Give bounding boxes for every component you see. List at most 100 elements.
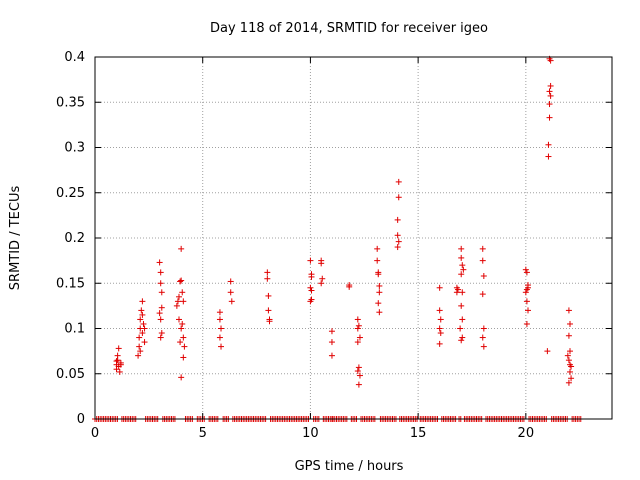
data-point	[216, 334, 223, 341]
y-tick-labels: 0 0.05 0.1 0.15 0.2 0.25 0.3 0.35 0.4	[56, 50, 85, 427]
data-point	[328, 352, 335, 359]
data-point	[546, 114, 553, 121]
data-point	[139, 298, 146, 305]
data-point	[479, 245, 486, 252]
data-point	[547, 57, 554, 64]
data-point	[180, 334, 187, 341]
chart-title: Day 118 of 2014, SRMTID for receiver ige…	[210, 21, 488, 36]
data-point	[479, 291, 486, 298]
x-tick-label: 20	[518, 426, 535, 441]
data-point	[546, 101, 553, 108]
data-point	[308, 273, 315, 280]
data-point	[265, 307, 272, 314]
data-point	[308, 287, 315, 294]
grid-lines	[95, 57, 612, 419]
data-point	[523, 320, 530, 327]
data-point	[458, 337, 465, 344]
data-point	[479, 334, 486, 341]
data-point	[459, 289, 466, 296]
data-point	[307, 284, 314, 291]
data-point	[318, 280, 325, 287]
data-point	[227, 278, 234, 285]
data-point	[565, 379, 572, 386]
data-point	[138, 307, 145, 314]
data-point	[394, 216, 401, 223]
y-tick-label: 0.2	[64, 231, 85, 246]
data-point	[545, 141, 552, 148]
data-point	[265, 292, 272, 299]
data-point	[308, 296, 315, 303]
y-axis-label: SRMTID / TECUs	[8, 186, 23, 291]
data-point	[114, 352, 121, 359]
y-tick-label: 0.15	[56, 276, 85, 291]
data-point	[458, 271, 465, 278]
data-point	[180, 354, 187, 361]
data-point	[459, 316, 466, 323]
x-tick-label: 5	[199, 426, 207, 441]
data-point	[546, 88, 553, 95]
data-point	[523, 269, 530, 276]
x-tick-label: 0	[91, 426, 99, 441]
data-point	[218, 325, 225, 332]
data-point	[523, 298, 530, 305]
data-point	[547, 92, 554, 99]
data-point	[437, 330, 444, 337]
data-point	[395, 178, 402, 185]
data-point	[264, 275, 271, 282]
data-point	[375, 300, 382, 307]
axis-ticks	[94, 56, 612, 420]
data-point	[436, 307, 443, 314]
x-tick-labels: 0 5 10 15 20	[91, 426, 534, 441]
y-tick-label: 0	[77, 412, 85, 427]
data-point	[264, 269, 271, 276]
data-point	[346, 283, 353, 290]
data-point	[564, 352, 571, 359]
data-point	[376, 309, 383, 316]
data-point	[179, 320, 186, 327]
data-point	[480, 273, 487, 280]
data-point	[318, 260, 325, 267]
x-tick-label: 10	[302, 426, 319, 441]
data-point	[328, 328, 335, 335]
data-point	[307, 257, 314, 264]
data-point	[227, 289, 234, 296]
data-point	[375, 271, 382, 278]
y-tick-label: 0.1	[64, 322, 85, 337]
data-point	[115, 345, 122, 352]
data-point	[436, 325, 443, 332]
data-point	[565, 307, 572, 314]
data-point	[394, 232, 401, 239]
y-tick-label: 0.3	[64, 141, 85, 156]
data-point	[453, 289, 460, 296]
data-point	[218, 343, 225, 350]
data-point	[545, 153, 552, 160]
data-point	[480, 325, 487, 332]
data-point	[137, 348, 144, 355]
data-point	[176, 316, 183, 323]
data-point	[140, 320, 147, 327]
data-point	[181, 343, 188, 350]
data-point	[178, 277, 185, 284]
data-point	[180, 298, 187, 305]
data-point	[459, 334, 466, 341]
data-point	[544, 348, 551, 355]
data-point	[177, 278, 184, 285]
data-point	[458, 254, 465, 261]
data-point	[480, 343, 487, 350]
data-point	[176, 293, 183, 300]
data-point	[139, 330, 146, 337]
data-point	[457, 325, 464, 332]
data-point	[117, 359, 124, 366]
data-point	[568, 375, 575, 382]
data-point	[174, 298, 181, 305]
data-point	[524, 284, 531, 291]
data-point	[565, 332, 572, 339]
data-point	[522, 266, 529, 273]
data-point	[158, 330, 165, 337]
data-point	[454, 286, 461, 293]
data-point	[566, 320, 573, 327]
data-point	[178, 325, 185, 332]
data-point	[178, 245, 185, 252]
data-point	[355, 364, 362, 371]
data-point	[354, 368, 361, 375]
